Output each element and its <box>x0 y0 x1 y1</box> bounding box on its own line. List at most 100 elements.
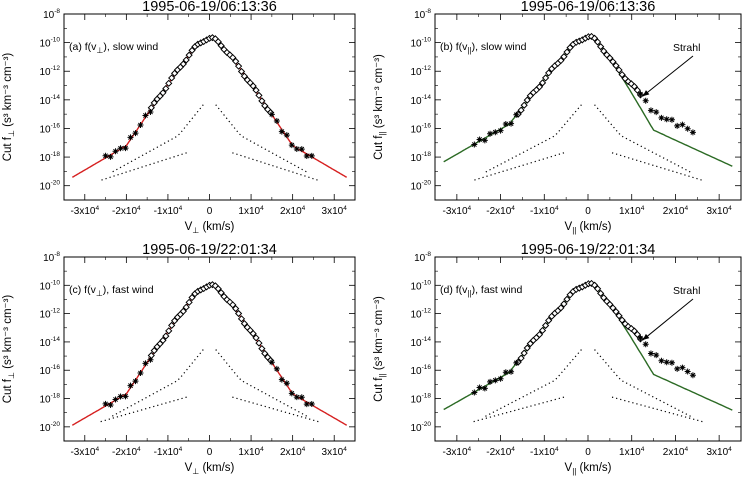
x-tick-label: 0 <box>585 206 591 217</box>
y-tick-label: 10-18 <box>410 151 431 164</box>
x-tick-label: 3x104 <box>322 205 348 217</box>
data-point-diamond <box>168 74 176 82</box>
data-point-star <box>637 91 644 98</box>
x-tick-label: -2x104 <box>486 446 515 458</box>
data-point-diamond <box>217 42 225 50</box>
strahl-arrow <box>642 55 694 97</box>
y-tick-label: 10-12 <box>410 308 431 321</box>
data-point-diamond <box>520 349 528 357</box>
y-axis-label: Cut f|| (s³ km⁻³ cm⁻³) <box>373 296 387 402</box>
data-point-star <box>273 117 280 124</box>
x-axis-label: V⊥ (km/s) <box>185 221 235 235</box>
data-point-diamond <box>150 347 158 355</box>
threshold-upper-neg <box>483 349 582 418</box>
data-point-diamond <box>237 67 246 76</box>
data-point-star <box>273 365 280 372</box>
x-tick-label: -3x104 <box>443 205 472 217</box>
data-point-star <box>513 111 520 118</box>
data-point-star <box>127 134 134 141</box>
data-point-star <box>308 152 315 159</box>
data-point-star <box>278 376 285 383</box>
threshold-lower-neg <box>99 152 187 182</box>
data-point-diamond <box>560 53 568 61</box>
data-point-diamond <box>162 332 170 340</box>
data-point-diamond <box>563 295 571 303</box>
x-tick-label: 1x104 <box>619 205 645 217</box>
data-point-star <box>147 356 154 363</box>
plot-area <box>443 32 733 182</box>
data-point-star <box>471 141 478 148</box>
data-point-star <box>303 401 310 408</box>
threshold-lower-pos <box>611 396 704 423</box>
y-tick-label: 10-14 <box>410 94 431 107</box>
x-tick-label: -2x104 <box>112 446 141 458</box>
data-point-star <box>476 384 483 391</box>
data-point-diamond <box>150 99 158 107</box>
data-point-diamond <box>185 51 193 59</box>
data-point-star <box>481 385 488 392</box>
y-tick-label: 10-10 <box>410 279 431 292</box>
data-point-star <box>122 145 129 152</box>
data-point-diamond <box>165 79 173 87</box>
y-tick-label: 10-20 <box>410 180 431 193</box>
panel-b: 1995-06-19/06:13:36 -3x104 -2x104 -1x104 0 1x… <box>373 0 742 235</box>
threshold-lower-neg <box>472 396 565 423</box>
data-point-star <box>132 378 139 385</box>
data-point-star <box>647 350 654 357</box>
data-point-diamond <box>252 86 260 94</box>
data-point-star <box>132 130 139 137</box>
data-point-star <box>137 370 144 377</box>
panel-a: 1995-06-19/06:13:36 -3x104 -2x104 -1x104 0 1x… <box>2 0 356 235</box>
x-tick-label: 1x104 <box>238 205 264 217</box>
x-tick-label: 2x104 <box>280 205 306 217</box>
data-point-star <box>142 360 149 367</box>
data-point-star <box>481 137 488 144</box>
data-point-diamond <box>182 56 190 64</box>
data-point-star <box>674 122 681 129</box>
fit-curve <box>443 36 733 167</box>
data-point-star <box>298 394 305 401</box>
data-point-star <box>653 109 660 116</box>
y-tick-label: 10-14 <box>39 336 60 349</box>
y-tick-label: 10-8 <box>43 8 60 21</box>
x-tick-label: -1x104 <box>530 205 559 217</box>
y-tick-label: 10-10 <box>410 37 431 50</box>
data-point-star <box>293 394 300 401</box>
data-point-diamond <box>252 334 260 342</box>
data-point-diamond <box>182 303 190 311</box>
data-point-star <box>137 122 144 129</box>
data-point-star <box>502 121 509 128</box>
y-tick-label: 10-16 <box>39 364 60 377</box>
data-point-star <box>668 359 675 366</box>
threshold-lower-pos <box>611 152 704 182</box>
data-point-star <box>679 364 686 371</box>
x-tick-label: -3x104 <box>70 205 99 217</box>
y-tick-label: 10-20 <box>39 421 60 434</box>
data-point-star <box>663 359 670 366</box>
data-point-diamond <box>633 86 642 94</box>
data-point-star <box>674 365 681 372</box>
data-point-star <box>107 401 114 408</box>
chart-title: 1995-06-19/22:01:34 <box>521 242 656 258</box>
chart-title: 1995-06-19/06:13:36 <box>142 0 277 15</box>
data-point-star <box>647 107 654 114</box>
data-point-diamond <box>237 315 246 323</box>
data-point-diamond <box>179 60 187 68</box>
panel-d: 1995-06-19/22:01:34 -3x104 -2x104 -1x104 0 1x… <box>373 242 742 476</box>
data-point-star <box>112 396 119 403</box>
data-point-diamond <box>618 70 626 79</box>
data-point-diamond <box>609 58 617 66</box>
data-point-diamond <box>232 304 240 313</box>
threshold-upper-neg <box>483 104 582 174</box>
data-point-star <box>127 382 134 389</box>
data-point-star <box>278 128 285 135</box>
data-point-diamond <box>535 83 544 91</box>
data-point-diamond <box>618 316 626 324</box>
data-point-star <box>487 130 494 137</box>
data-point-diamond <box>168 321 176 330</box>
threshold-lower-neg <box>472 152 565 182</box>
data-point-star <box>679 121 686 128</box>
y-tick-label: 10-14 <box>410 336 431 349</box>
plot-area <box>71 34 348 182</box>
y-tick-label: 10-18 <box>39 393 60 406</box>
